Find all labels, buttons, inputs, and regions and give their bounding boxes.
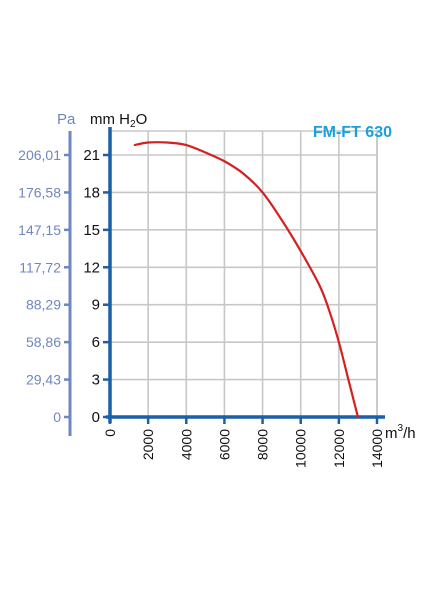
y-tick-label: 21	[83, 147, 100, 164]
pa-tick-label: 58,86	[26, 334, 61, 350]
y-tick-label: 3	[92, 372, 100, 389]
pa-tick-label: 176,58	[18, 184, 61, 200]
pa-tick-label: 147,15	[18, 222, 61, 238]
chart-title: FM-FT 630	[313, 124, 392, 141]
pa-axis: 0 29,43 58,86 88,29 117,72 147,15 176,58 206,01	[18, 131, 72, 436]
y-tick-label: 12	[83, 259, 100, 276]
x-axis-unit-label: m3/h	[385, 423, 416, 442]
x-tick-label: 10000	[293, 429, 309, 468]
pa-tick-label: 117,72	[19, 259, 61, 275]
main-axes: 0 3 6 9 12 15 18 21 0 2000 4000 6000 8000 10000 12000 1…	[83, 127, 385, 468]
x-tick-label: 8000	[255, 429, 271, 460]
pa-tick-label: 29,43	[26, 372, 61, 388]
x-tick-label: 14000	[369, 429, 385, 468]
curve-layer	[133, 141, 360, 419]
x-tick-label: 12000	[331, 429, 347, 468]
x-tick-label: 2000	[140, 429, 156, 460]
pa-unit-label: Pa	[57, 111, 76, 128]
x-tick-label: 0	[102, 429, 118, 437]
grid	[110, 130, 378, 417]
y-tick-label: 9	[92, 297, 100, 314]
x-tick-label: 4000	[178, 429, 194, 460]
pa-tick-label: 88,29	[26, 297, 61, 313]
y-tick-label: 0	[92, 409, 100, 426]
y-tick-label: 15	[83, 222, 100, 239]
y-tick-label: 18	[83, 184, 100, 201]
x-tick-label: 6000	[216, 429, 232, 460]
performance-curve	[133, 141, 360, 419]
pa-tick-label: 206,01	[18, 147, 61, 163]
y-tick-label: 6	[92, 334, 100, 351]
y-axis-unit-label: mm H2O	[90, 111, 147, 130]
pa-tick-label: 0	[53, 409, 61, 425]
